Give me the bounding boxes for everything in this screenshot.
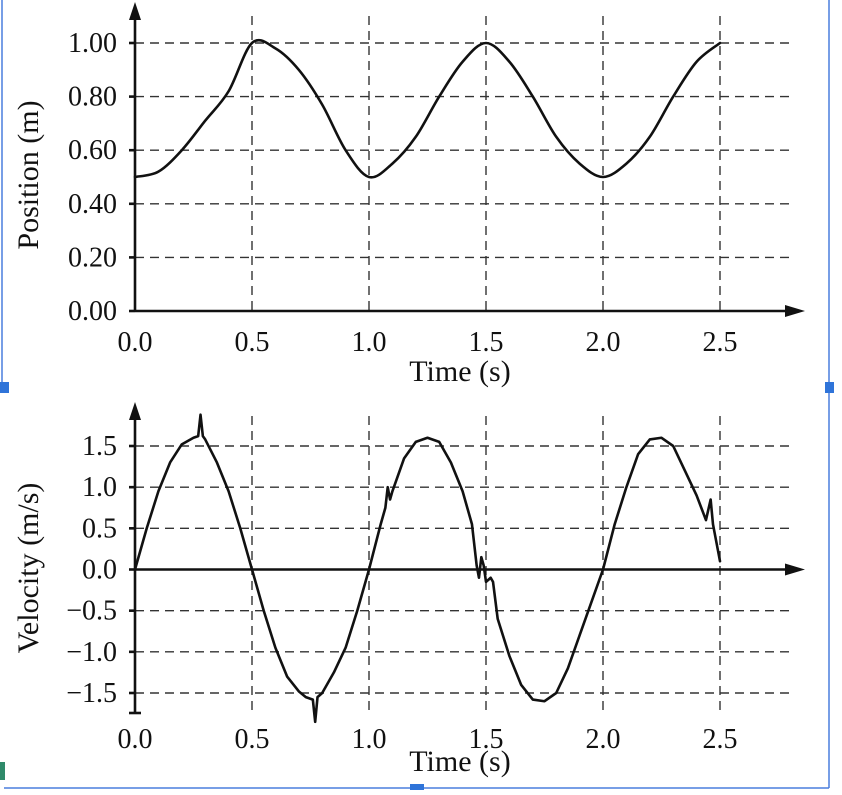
y-tick-label: 0.40 xyxy=(68,189,117,220)
x-tick-label: 0.5 xyxy=(235,327,270,358)
resize-handle-left[interactable] xyxy=(0,382,9,393)
velocity-chart: 1.51.00.50.0−0.5−1.0−1.50.0 0.5 1.0 1.5 2.0 2… xyxy=(12,402,805,778)
y-tick-label: −1.5 xyxy=(66,678,117,709)
x-tick-label: 2.5 xyxy=(703,724,738,755)
x-tick-label: 1.5 xyxy=(469,327,504,358)
x-tick-label: 2.0 xyxy=(586,724,621,755)
y-tick-label: 0.20 xyxy=(68,242,117,273)
y-tick-label: −0.5 xyxy=(66,596,117,627)
position-curve xyxy=(133,38,722,179)
y-tick-label: 1.00 xyxy=(68,28,117,59)
y-axis-arrow xyxy=(129,402,141,420)
resize-handle-bottom[interactable] xyxy=(410,784,424,791)
x-tick-label: 1.0 xyxy=(352,724,387,755)
y-tick-label: 1.5 xyxy=(82,431,117,462)
y-tick-label: 0.5 xyxy=(82,513,117,544)
x-axis-label: Time (s) xyxy=(409,745,510,778)
y-tick-label: 0.00 xyxy=(68,296,117,327)
x-tick-label: 0.0 xyxy=(118,724,153,755)
y-tick-label: −1.0 xyxy=(66,637,117,668)
x-axis-arrow xyxy=(785,563,805,576)
resize-handle-corner[interactable] xyxy=(0,762,5,780)
y-tick-label: 0.80 xyxy=(68,82,117,113)
x-tick-label: 0.5 xyxy=(235,724,270,755)
x-tick-label: 2.0 xyxy=(586,327,621,358)
y-axis-label: Position (m) xyxy=(12,100,45,249)
x-axis-arrow xyxy=(785,305,805,317)
x-tick-label: 1.5 xyxy=(469,724,504,755)
position-chart: 0.00 0.20 0.40 0.60 0.80 1.00 0.0 0.5 1.0 1.5 2.0 2… xyxy=(12,2,805,388)
velocity-curve xyxy=(133,413,722,724)
y-tick-label: 0.60 xyxy=(68,135,117,166)
x-axis-label: Time (s) xyxy=(409,355,510,388)
x-tick-label: 1.0 xyxy=(352,327,387,358)
y-tick-label: 1.0 xyxy=(82,472,117,503)
x-tick-label: 0.0 xyxy=(118,327,153,358)
y-axis-arrow xyxy=(129,2,141,20)
y-tick-label: 0.0 xyxy=(82,555,117,586)
resize-handle-right[interactable] xyxy=(825,382,834,393)
y-axis-label: Velocity (m/s) xyxy=(12,483,45,654)
x-tick-label: 2.5 xyxy=(703,327,738,358)
